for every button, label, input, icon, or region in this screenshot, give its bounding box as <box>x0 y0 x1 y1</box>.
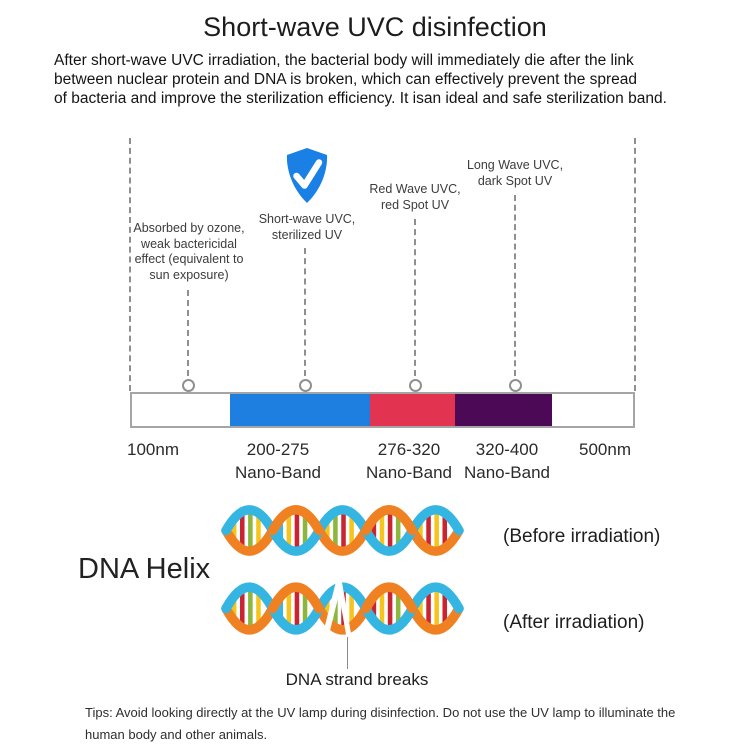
pointer-circle-3 <box>409 379 422 392</box>
shield-check-icon <box>281 147 333 205</box>
after-irradiation-label: (After irradiation) <box>503 612 645 633</box>
band-1-range-label: 200-275 <box>246 440 310 459</box>
strand-break-pointer-line <box>347 637 348 669</box>
dna-helix-after-image <box>221 575 464 642</box>
annotation-long-wave-uvc: Long Wave UVC, dark Spot UV <box>466 158 564 188</box>
band-uva-segment <box>455 394 552 426</box>
band-3-unit-label: Nano-Band <box>463 463 551 482</box>
annotation-2-pointer-line <box>304 248 306 376</box>
page-title: Short-wave UVC disinfection <box>203 12 547 42</box>
axis-label-end: 500nm <box>579 440 631 459</box>
pointer-circle-2 <box>299 379 312 392</box>
band-1-unit-label: Nano-Band <box>234 463 322 482</box>
axis-label-start: 100nm <box>127 440 179 459</box>
band-2-unit-label: Nano-Band <box>365 463 453 482</box>
pointer-circle-4 <box>509 379 522 392</box>
axis-dashed-line-right <box>634 138 636 391</box>
annotation-1-pointer-line <box>187 290 189 376</box>
axis-dashed-line-left <box>129 138 131 391</box>
pointer-circle-1 <box>182 379 195 392</box>
before-irradiation-label: (Before irradiation) <box>503 526 661 547</box>
annotation-red-wave-uvc: Red Wave UVC, red Spot UV <box>369 182 461 212</box>
annotation-short-wave-uvc: Short-wave UVC, sterilized UV <box>258 212 356 242</box>
dna-helix-label: DNA Helix <box>78 553 211 585</box>
band-2-range-label: 276-320 <box>377 440 441 459</box>
tips-text: Tips: Avoid looking directly at the UV l… <box>85 705 676 742</box>
annotation-4-pointer-line <box>514 195 516 376</box>
dna-strand-breaks-label: DNA strand breaks <box>285 670 429 689</box>
dna-helix-before-image <box>221 500 464 561</box>
band-uvc-segment <box>230 394 370 426</box>
intro-paragraph: After short-wave UVC irradiation, the ba… <box>54 52 667 107</box>
annotation-3-pointer-line <box>414 219 416 376</box>
annotation-absorbed-by-ozone: Absorbed by ozone, weak bactericidal eff… <box>133 221 245 282</box>
band-uvb-segment <box>370 394 455 426</box>
band-3-range-label: 320-400 <box>475 440 539 459</box>
